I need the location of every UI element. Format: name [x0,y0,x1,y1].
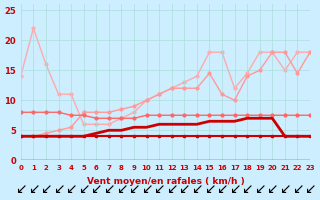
X-axis label: Vent moyen/en rafales ( km/h ): Vent moyen/en rafales ( km/h ) [86,177,244,186]
